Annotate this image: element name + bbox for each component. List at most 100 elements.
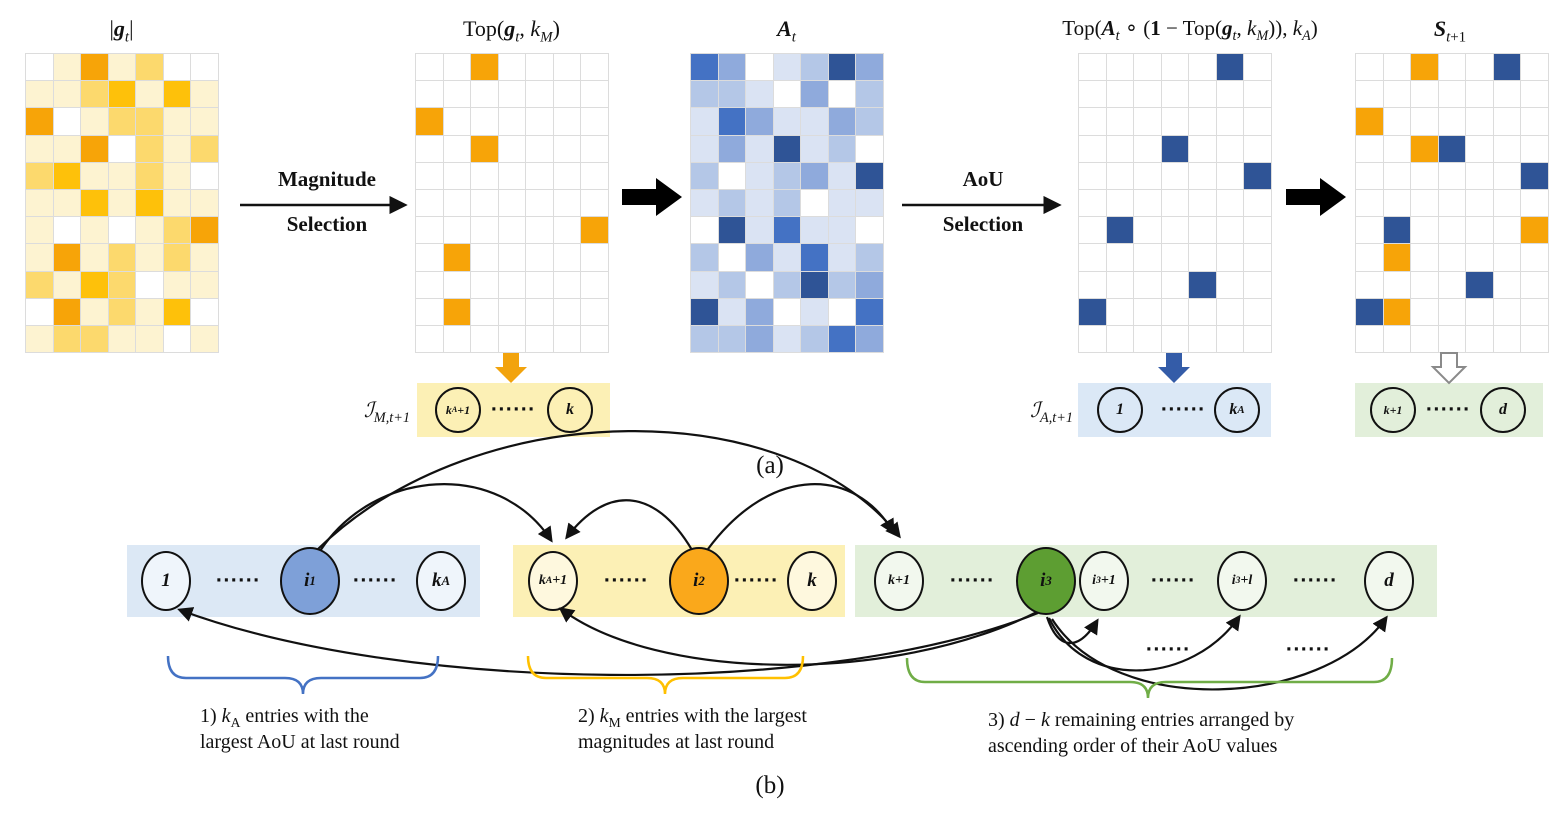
grid-cell [53, 162, 80, 189]
grid-cell [526, 244, 553, 271]
grid-cell [1411, 189, 1438, 217]
grid-cell [581, 244, 608, 271]
grid-cell [1383, 189, 1410, 217]
grid-cell [1466, 189, 1493, 217]
grid-cell [1383, 325, 1410, 353]
grid-cell [163, 325, 190, 353]
grid-cell [581, 162, 608, 189]
grid-cell [553, 54, 580, 81]
grid-cell [718, 244, 745, 271]
grid-cell [1466, 81, 1493, 108]
grid-cell [53, 244, 80, 271]
grid-cell [498, 189, 525, 217]
grid-title-aou-matrix: At [777, 16, 796, 46]
grid-cell [471, 108, 498, 135]
arc-i1-to-kA1 [319, 483, 553, 552]
grid-title-gradient-magnitude: |gt| [109, 16, 134, 46]
grid-cell [416, 189, 443, 217]
grid-cell [828, 217, 855, 244]
grid-cell [691, 189, 718, 217]
index-set-label-magnitude: ℐM,t+1 [363, 398, 410, 427]
grid-cell [1106, 108, 1133, 135]
grid-cell [1161, 162, 1188, 189]
grid-cell [1079, 271, 1106, 298]
grid-cell [718, 108, 745, 135]
grid-cell [526, 108, 553, 135]
index-box-remaining [1355, 383, 1543, 437]
grid-cell [773, 135, 800, 162]
grid-cell [163, 162, 190, 189]
grid-cell [553, 325, 580, 353]
grid-cell [471, 81, 498, 108]
grid-cell [136, 271, 163, 298]
caption-remaining-entries: 3) d − k remaining entries arranged by as… [988, 709, 1295, 757]
grid-cell [1383, 271, 1410, 298]
grid-cell [1521, 108, 1548, 135]
grid-cell [416, 298, 443, 325]
grid-cell [718, 54, 745, 81]
grid-cell [1161, 189, 1188, 217]
grid-cell [1189, 325, 1216, 353]
grid-cell [1134, 298, 1161, 325]
grid-cell [1356, 162, 1383, 189]
grid-cell [26, 54, 53, 81]
grid-cell [1356, 54, 1383, 81]
band-aou [127, 545, 480, 617]
grid-cell [1493, 81, 1520, 108]
grid-cell [856, 135, 883, 162]
grid-cell [1383, 298, 1410, 325]
grid-cell [1493, 135, 1520, 162]
grid-cell [1079, 298, 1106, 325]
grid-cell [1466, 54, 1493, 81]
grid-cell [1244, 135, 1271, 162]
grid-cell [471, 271, 498, 298]
grid-cell [191, 325, 218, 353]
grid-cell [1106, 162, 1133, 189]
arc-i2-to-k1 [707, 483, 895, 550]
grid-cell [471, 244, 498, 271]
grid-cell [471, 135, 498, 162]
grid-cell [1079, 162, 1106, 189]
grid-cell [691, 135, 718, 162]
grid-cell [718, 135, 745, 162]
grid-cell [136, 81, 163, 108]
grid-cell [801, 189, 828, 217]
grid-cell [81, 217, 108, 244]
grid-cell [1134, 108, 1161, 135]
grid-cell [163, 244, 190, 271]
grid-cell [416, 325, 443, 353]
arc-i2-to-kA1 [565, 499, 693, 551]
grid-cell [828, 162, 855, 189]
grid-cell [828, 54, 855, 81]
grid-cell [1134, 162, 1161, 189]
grid-cell [746, 217, 773, 244]
ellipsis-dots: ······ [1145, 640, 1191, 660]
grid-cell [1383, 217, 1410, 244]
grid-cell [443, 189, 470, 217]
grid-cell [526, 271, 553, 298]
grid-cell [81, 271, 108, 298]
grid-cell [1438, 217, 1465, 244]
grid-cell [1134, 271, 1161, 298]
grid-cell [136, 108, 163, 135]
grid-cell [856, 217, 883, 244]
grid-cell [801, 81, 828, 108]
grid-cell [1521, 81, 1548, 108]
grid-cell [581, 271, 608, 298]
grid-cell [746, 135, 773, 162]
grid-cell [1438, 135, 1465, 162]
index-set-label-aou: ℐA,t+1 [1030, 398, 1073, 427]
grid-cell [746, 271, 773, 298]
grid-cell [746, 244, 773, 271]
grid-cell [26, 325, 53, 353]
arc-i3-to-d [1051, 615, 1388, 691]
grid-cell [108, 325, 135, 353]
grid-cell [1106, 217, 1133, 244]
grid-cell [81, 162, 108, 189]
grid-cell [1521, 244, 1548, 271]
grid-cell [718, 162, 745, 189]
brace-green [905, 657, 1394, 699]
grid-cell [746, 298, 773, 325]
grid-cell [773, 189, 800, 217]
grid-cell [691, 108, 718, 135]
